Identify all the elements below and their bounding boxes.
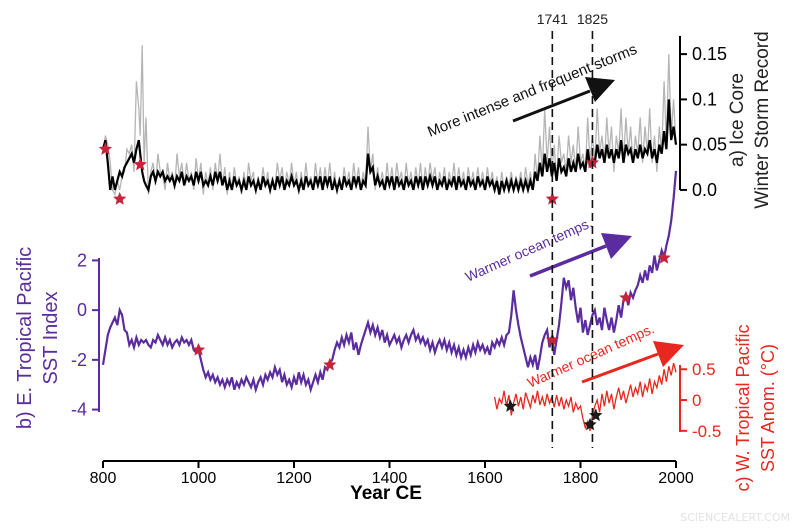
panel-a-star-marker bbox=[133, 157, 147, 171]
x-tick-label: 1000 bbox=[181, 470, 217, 487]
panel-b-y-tick-label: 2 bbox=[77, 250, 87, 270]
event-line-label-1741: 1741 bbox=[537, 11, 568, 27]
panel-a-label-line-2: Winter Storm Record bbox=[752, 31, 773, 208]
panel-a-smoothed-series-line bbox=[101, 99, 678, 195]
panel-c-star-marker bbox=[589, 408, 603, 422]
panel-a-y-tick-label: 0.0 bbox=[692, 180, 717, 200]
panel-c-trend-arrowhead bbox=[653, 341, 684, 367]
event-vertical-lines: 1741 1825 bbox=[537, 11, 608, 448]
panel-b-star-marker bbox=[545, 333, 559, 346]
panel-c-trend-arrow-shaft bbox=[581, 352, 659, 384]
panel-b-annotation: Warmer ocean temps. bbox=[463, 214, 595, 284]
panel-a-right-axis: 0.0 0.05 0.1 0.15 bbox=[679, 36, 727, 200]
panel-c-star-marker bbox=[583, 417, 597, 431]
panel-c-label-line-2: SST Anom. (°C) bbox=[758, 344, 778, 472]
panel-c-star-marker bbox=[503, 399, 517, 412]
x-tick-label: 1800 bbox=[563, 470, 599, 487]
panel-b-y-tick-label: -2 bbox=[71, 350, 87, 370]
x-tick-label: 2000 bbox=[658, 470, 694, 487]
panel-c-series-line bbox=[493, 362, 677, 431]
panel-a-trend-arrowhead bbox=[585, 77, 615, 102]
panel-b-label-line-2: SST Index bbox=[40, 291, 62, 384]
panel-b-y-tick-label: -4 bbox=[71, 400, 87, 420]
panel-a-y-tick-label: 0.05 bbox=[692, 135, 727, 155]
panel-b-trend-arrowhead bbox=[601, 233, 632, 259]
panel-b-trend-arrow-shaft bbox=[529, 244, 607, 278]
panel-c-y-tick-label: -0.5 bbox=[692, 422, 721, 441]
panel-b-star-marker bbox=[619, 290, 633, 304]
panel-c-y-tick-label: 0 bbox=[692, 391, 701, 410]
panel-b-star-marker bbox=[323, 357, 337, 371]
panel-b-star-markers bbox=[191, 250, 671, 371]
x-tick-label: 1200 bbox=[276, 470, 312, 487]
panel-b-left-axis: -4 -2 0 2 bbox=[71, 250, 100, 420]
panel-a-y-tick-label: 0.15 bbox=[692, 44, 727, 64]
x-axis-title: Year CE bbox=[350, 483, 422, 504]
panel-b-label-line-1: b) E. Tropical Pacific bbox=[14, 247, 36, 429]
panel-a-trend-arrow-shaft bbox=[512, 89, 591, 123]
x-tick-label: 1600 bbox=[467, 470, 503, 487]
panel-a-star-marker bbox=[113, 192, 127, 205]
panel-b-star-marker bbox=[191, 342, 206, 356]
panel-c-y-tick-label: 0.5 bbox=[692, 360, 716, 379]
panel-a-y-tick-label: 0.1 bbox=[692, 89, 717, 109]
panel-a-star-marker bbox=[98, 142, 112, 155]
panel-a-star-marker bbox=[545, 192, 559, 205]
panel-c-label-line-1: c) W. Tropical Pacific bbox=[733, 324, 753, 491]
panel-a-raw-series-line bbox=[102, 45, 677, 197]
panel-c-right-axis: -0.5 0 0.5 bbox=[679, 360, 721, 441]
panel-a-label-line-1: a) Ice Core bbox=[727, 73, 748, 167]
panel-b: -4-202 b) E. Tropical Pacific SST Index … bbox=[14, 170, 678, 429]
panel-c-star-markers bbox=[503, 399, 603, 431]
panel-a: 0.0 0.05 0.1 0.15 a) Ice Core Winter Storm … bbox=[98, 31, 773, 209]
panel-b-star-marker bbox=[657, 250, 671, 264]
x-tick-label: 1400 bbox=[372, 470, 408, 487]
x-tick-label: 800 bbox=[90, 470, 117, 487]
panel-b-y-tick-label: 0 bbox=[77, 300, 87, 320]
x-axis: 800 1000 1200 1400 1600 1800 2000 Year CE bbox=[90, 460, 694, 504]
event-line-label-1825: 1825 bbox=[577, 11, 608, 27]
watermark: SCIENCEALERT.COM bbox=[680, 511, 790, 524]
panel-c: -0.5 0 0.5 c) W. Tropical Pacific SST Anom… bbox=[493, 320, 778, 492]
